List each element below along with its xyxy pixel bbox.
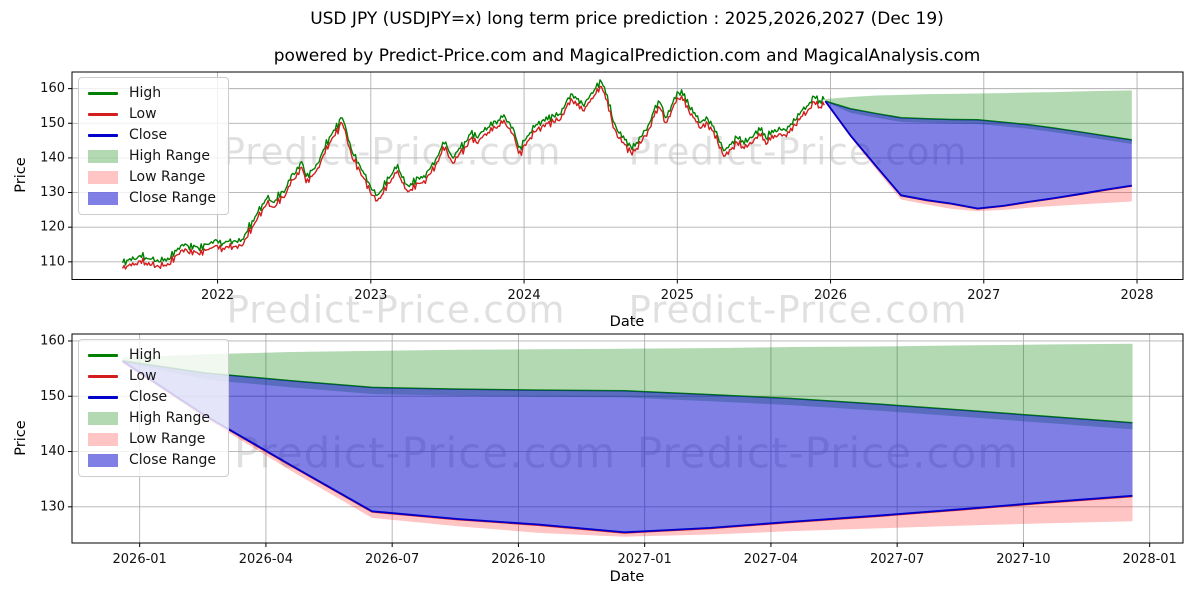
svg-text:2027: 2027	[967, 288, 1000, 303]
svg-text:110: 110	[40, 254, 65, 269]
svg-text:2026-10: 2026-10	[491, 552, 545, 567]
legend-label: Close	[129, 389, 168, 405]
svg-text:130: 130	[40, 499, 65, 514]
legend-item-high: High	[88, 345, 216, 366]
svg-text:160: 160	[40, 81, 65, 96]
legend-item-high: High	[88, 83, 216, 104]
legend-label: High	[129, 347, 162, 363]
svg-text:130: 130	[40, 185, 65, 200]
svg-text:2028: 2028	[1120, 288, 1153, 303]
legend-item-low: Low	[88, 366, 216, 387]
legend-swatch	[88, 375, 118, 378]
svg-text:2026-04: 2026-04	[239, 552, 293, 567]
legend-label: Close Range	[129, 452, 216, 468]
legend-label: Close Range	[129, 190, 216, 206]
low-range-band	[825, 101, 1132, 212]
legend-item-close-range: Close Range	[88, 188, 216, 209]
legend-swatch	[88, 171, 118, 184]
svg-text:2026-01: 2026-01	[113, 552, 167, 567]
high-series-line	[121, 79, 825, 266]
svg-text:Predict-Price.com: Predict-Price.com	[227, 289, 566, 332]
svg-text:160: 160	[40, 333, 65, 348]
svg-text:2026: 2026	[814, 288, 847, 303]
legend-item-low-range: Low Range	[88, 167, 216, 188]
legend-label: Low	[129, 368, 157, 384]
legend-label: Low	[129, 106, 157, 122]
svg-text:150: 150	[40, 116, 65, 131]
bottom-date-axis-label: Date	[609, 569, 645, 585]
bottom-price-axis-label: Price	[13, 420, 29, 456]
legend-item-high-range: High Range	[88, 146, 216, 167]
legend-label: Close	[129, 127, 168, 143]
legend-label: High Range	[129, 410, 210, 426]
legend-swatch	[88, 113, 118, 116]
legend-swatch	[88, 192, 118, 205]
legend-swatch	[88, 92, 118, 95]
svg-text:2027-07: 2027-07	[870, 552, 924, 567]
legend-label: Low Range	[129, 431, 206, 447]
svg-text:2027-04: 2027-04	[744, 552, 798, 567]
legend-swatch	[88, 150, 118, 163]
legend-item-low: Low	[88, 104, 216, 125]
svg-text:150: 150	[40, 389, 65, 404]
svg-text:2027-10: 2027-10	[996, 552, 1050, 567]
svg-text:120: 120	[40, 220, 65, 235]
svg-text:Predict-Price.com: Predict-Price.com	[223, 131, 562, 174]
svg-text:2022: 2022	[201, 288, 234, 303]
legend-item-close: Close	[88, 387, 216, 408]
legend-swatch	[88, 354, 118, 357]
legend-item-high-range: High Range	[88, 408, 216, 429]
bottom-chart-legend: High Low Close High Range Low Range Close Ran…	[78, 339, 229, 477]
legend-swatch	[88, 412, 118, 425]
svg-text:2028-01: 2028-01	[1123, 552, 1177, 567]
top-price-axis-label: Price	[13, 157, 29, 193]
svg-text:2027-01: 2027-01	[618, 552, 672, 567]
legend-swatch	[88, 454, 118, 467]
close-range-band	[825, 101, 1132, 209]
close-range-band	[122, 360, 1133, 533]
predicted-close-line	[824, 100, 1132, 210]
plot-border	[71, 333, 1184, 544]
legend-swatch	[88, 433, 118, 446]
chart-title: USD JPY (USDJPY=x) long term price predi…	[310, 9, 944, 29]
low-series-line	[121, 85, 825, 270]
predicted-close-line	[122, 360, 1133, 534]
top-chart-legend: High Low Close High Range Low Range Close Ran…	[78, 77, 229, 215]
svg-text:140: 140	[40, 150, 65, 165]
plot-border	[71, 71, 1184, 280]
legend-item-close-range: Close Range	[88, 450, 216, 471]
svg-text:2023: 2023	[354, 288, 387, 303]
legend-swatch	[88, 396, 118, 399]
legend-swatch	[88, 134, 118, 137]
low-range-band	[122, 360, 1133, 537]
svg-text:2026-07: 2026-07	[365, 552, 419, 567]
top-date-axis-label: Date	[609, 314, 645, 330]
svg-text:Predict-Price.com: Predict-Price.com	[629, 289, 968, 332]
legend-label: High	[129, 85, 162, 101]
legend-label: High Range	[129, 148, 210, 164]
svg-text:2025: 2025	[661, 288, 694, 303]
chart-subtitle: powered by Predict-Price.com and Magical…	[273, 46, 981, 66]
legend-item-close: Close	[88, 125, 216, 146]
svg-text:2024: 2024	[508, 288, 541, 303]
svg-text:140: 140	[40, 444, 65, 459]
legend-item-low-range: Low Range	[88, 429, 216, 450]
legend-label: Low Range	[129, 169, 206, 185]
